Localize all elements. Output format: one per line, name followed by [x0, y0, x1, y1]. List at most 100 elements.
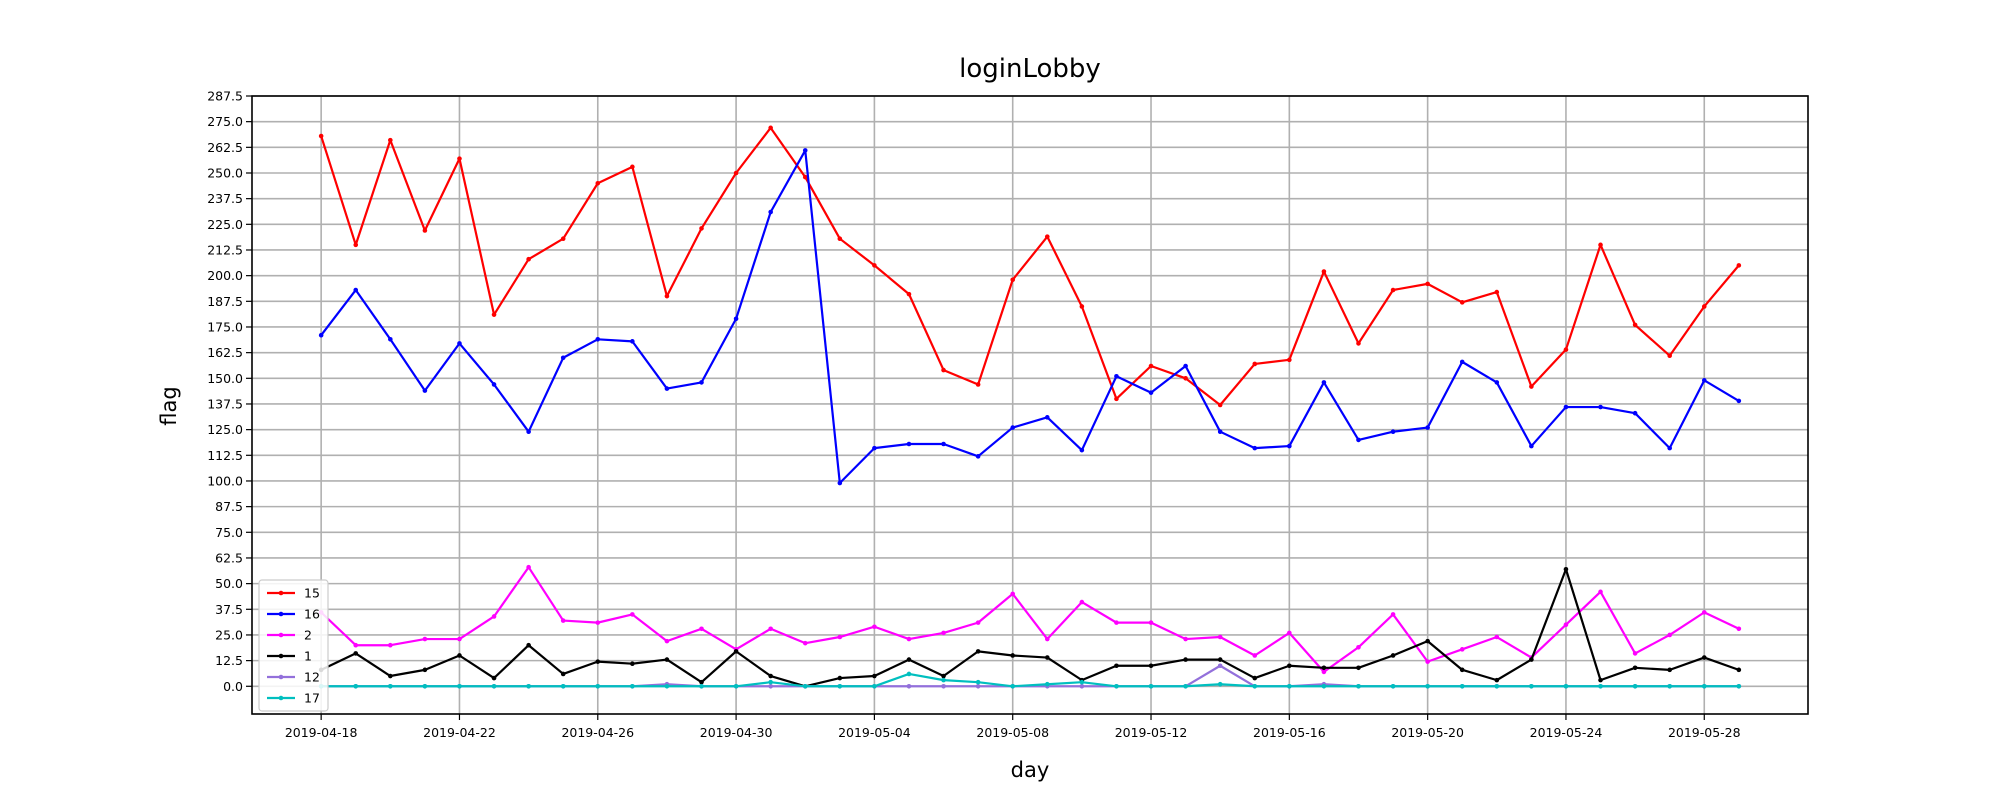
data-point	[906, 671, 912, 677]
data-point	[1529, 443, 1534, 449]
gridlines	[252, 95, 1808, 714]
data-point	[906, 657, 912, 662]
data-point	[1287, 683, 1292, 689]
data-point	[941, 673, 946, 679]
data-point	[1183, 636, 1188, 642]
data-point	[526, 256, 531, 262]
data-point	[1010, 653, 1016, 658]
data-point	[1459, 667, 1465, 673]
data-point	[802, 683, 808, 689]
legend-label: 17	[304, 691, 320, 706]
data-point	[353, 287, 359, 293]
data-point	[388, 642, 393, 648]
data-point	[491, 312, 497, 317]
x-tick-label: 2019-05-08	[976, 725, 1049, 740]
y-tick-label: 62.5	[215, 550, 243, 565]
legend-entry: 2	[267, 628, 312, 643]
data-point	[1148, 620, 1154, 625]
data-point	[1701, 378, 1707, 383]
data-point	[1459, 300, 1465, 305]
data-point	[1148, 663, 1154, 669]
data-point	[1390, 683, 1396, 689]
data-point	[768, 679, 773, 685]
data-point	[1321, 669, 1327, 675]
data-point	[457, 653, 462, 658]
data-point	[975, 649, 981, 654]
data-point	[353, 242, 359, 248]
legend-box	[258, 579, 329, 712]
series-1	[318, 566, 1742, 689]
data-point	[768, 209, 773, 215]
data-point	[1563, 404, 1569, 410]
data-point	[768, 626, 773, 632]
data-point	[975, 683, 981, 689]
data-point	[975, 454, 981, 459]
series-line-15	[320, 126, 1740, 407]
x-tick-label: 2019-04-30	[700, 725, 773, 740]
x-tick-label: 2019-04-26	[561, 725, 634, 740]
legend-entry: 17	[267, 691, 320, 706]
legend: 15 16 2 1 12 17	[258, 579, 329, 712]
data-point	[941, 441, 946, 447]
data-point	[941, 683, 946, 689]
data-point	[1183, 376, 1188, 381]
data-point	[1217, 681, 1223, 687]
data-point	[1598, 683, 1603, 689]
data-point	[526, 642, 531, 648]
data-point	[906, 683, 912, 689]
data-point	[1252, 445, 1258, 451]
y-tick-label: 100.0	[207, 473, 243, 488]
x-tick-label: 2019-05-28	[1668, 725, 1741, 740]
data-point	[560, 683, 566, 689]
data-point	[1183, 363, 1188, 369]
data-point	[1632, 651, 1638, 656]
y-tick-label: 262.5	[207, 140, 243, 155]
legend-label: 15	[304, 586, 320, 601]
data-point	[733, 683, 739, 689]
data-point	[699, 226, 704, 231]
data-point	[1287, 357, 1292, 363]
y-tick-label: 250.0	[207, 165, 243, 180]
legend-entry: 1	[267, 649, 312, 664]
data-point	[1494, 289, 1500, 295]
data-point	[1252, 653, 1258, 658]
data-point	[1459, 359, 1465, 365]
data-point	[1044, 234, 1050, 239]
data-point	[1321, 665, 1327, 671]
data-point	[1287, 663, 1292, 669]
data-point	[422, 636, 428, 642]
data-point	[1321, 269, 1327, 274]
data-point	[1667, 683, 1672, 689]
data-point	[1148, 363, 1154, 369]
data-point	[457, 636, 462, 642]
data-point	[1217, 402, 1223, 408]
data-point	[630, 661, 635, 666]
data-point	[353, 683, 359, 689]
data-point	[1701, 683, 1707, 689]
series-line-1	[320, 568, 1740, 688]
data-point	[664, 657, 670, 662]
data-point	[1079, 304, 1085, 309]
data-point	[1114, 620, 1119, 625]
data-point	[1598, 677, 1603, 683]
data-point	[318, 133, 324, 139]
data-point	[1701, 655, 1707, 660]
data-point	[1563, 622, 1569, 627]
data-point	[1529, 657, 1534, 662]
data-point	[422, 667, 428, 673]
y-tick-label: 150.0	[207, 371, 243, 386]
data-point	[1217, 634, 1223, 640]
y-tick-label: 25.0	[215, 627, 243, 642]
data-point	[1632, 410, 1638, 416]
data-point	[1287, 630, 1292, 636]
data-point	[1356, 644, 1361, 650]
data-point	[595, 180, 601, 186]
data-point	[1667, 632, 1672, 638]
y-tick-label: 162.5	[207, 345, 243, 360]
data-point	[1010, 683, 1016, 689]
data-point	[941, 677, 946, 683]
series-line-2	[320, 566, 1740, 674]
data-point	[1598, 589, 1603, 595]
y-tick-label: 287.5	[207, 89, 243, 104]
